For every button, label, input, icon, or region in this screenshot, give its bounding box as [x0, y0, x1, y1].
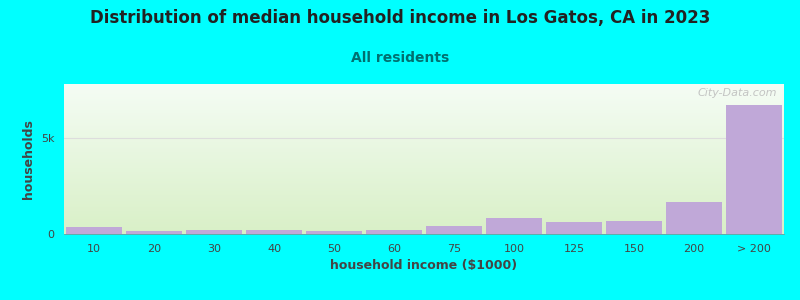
Bar — [666, 202, 722, 234]
Bar — [306, 231, 362, 234]
Text: All residents: All residents — [351, 51, 449, 65]
Bar — [606, 221, 662, 234]
Bar — [546, 221, 602, 234]
Y-axis label: households: households — [22, 119, 35, 199]
Bar — [66, 226, 122, 234]
Bar — [246, 230, 302, 234]
Bar — [426, 226, 482, 234]
Text: Distribution of median household income in Los Gatos, CA in 2023: Distribution of median household income … — [90, 9, 710, 27]
Text: City-Data.com: City-Data.com — [698, 88, 777, 98]
X-axis label: household income ($1000): household income ($1000) — [330, 259, 518, 272]
Bar — [126, 231, 182, 234]
Bar — [366, 230, 422, 234]
Bar — [486, 218, 542, 234]
Bar — [186, 230, 242, 234]
Bar — [726, 105, 782, 234]
